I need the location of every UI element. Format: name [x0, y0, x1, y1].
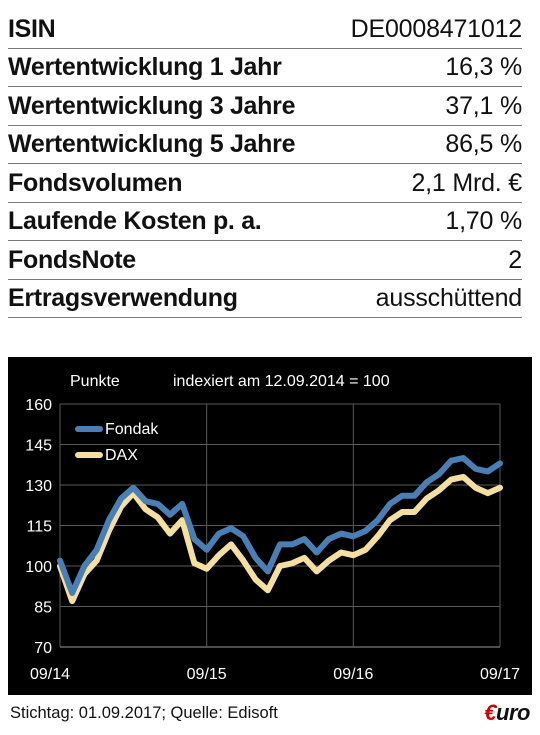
- fact-row-fund-volume: Fondsvolumen 2,1 Mrd. €: [8, 164, 522, 203]
- fact-label: FondsNote: [8, 245, 136, 274]
- x-tick-label: 09/17: [480, 666, 520, 683]
- fact-value: 1,70 %: [445, 207, 522, 235]
- fact-label: Ertragsverwendung: [8, 284, 238, 312]
- fact-row-performance-3y: Wertentwicklung 3 Jahre 37,1 %: [8, 87, 522, 126]
- fact-value: DE0008471012: [350, 14, 523, 43]
- fact-value: 37,1 %: [445, 91, 522, 120]
- fact-row-running-costs: Laufende Kosten p. a. 1,70 %: [8, 203, 522, 241]
- fact-label: ISIN: [8, 14, 56, 43]
- fact-row-performance-5y: Wertentwicklung 5 Jahre 86,5 %: [8, 126, 522, 164]
- y-tick-label: 70: [34, 640, 52, 657]
- y-tick-label: 115: [26, 519, 52, 536]
- fact-value: 2,1 Mrd. €: [411, 168, 522, 197]
- fact-row-fund-rating: FondsNote 2: [8, 241, 522, 280]
- legend-label: DAX: [105, 447, 138, 464]
- fact-label: Wertentwicklung 1 Jahr: [8, 53, 282, 81]
- fact-label: Wertentwicklung 3 Jahre: [8, 91, 296, 120]
- y-tick-label: 85: [34, 600, 52, 617]
- x-tick-label: 09/16: [333, 666, 373, 683]
- fact-value: 16,3 %: [445, 53, 522, 81]
- chart-svg: Punkte indexiert am 12.09.2014 = 100 160…: [25, 373, 520, 683]
- fact-label: Wertentwicklung 5 Jahre: [8, 130, 296, 158]
- fact-value: 2: [508, 245, 522, 274]
- series-line-dax: [57, 473, 503, 605]
- fact-value: ausschüttend: [375, 284, 523, 312]
- fact-row-performance-1y: Wertentwicklung 1 Jahr 16,3 %: [8, 49, 522, 87]
- fact-value: 86,5 %: [445, 130, 522, 158]
- y-tick-label: 100: [25, 559, 52, 576]
- x-tick-label: 09/14: [30, 666, 70, 683]
- fact-row-income-use: Ertragsverwendung ausschüttend: [8, 280, 523, 318]
- fact-label: Laufende Kosten p. a.: [8, 207, 262, 235]
- source-note: Stichtag: 01.09.2017; Quelle: Edisoft: [10, 704, 278, 722]
- x-tick-label: 09/15: [187, 666, 227, 683]
- euro-logo-text: uro: [496, 700, 530, 725]
- euro-logo-symbol: €: [484, 700, 497, 725]
- fund-facts-table: ISIN DE0008471012 Wertentwicklung 1 Jahr…: [8, 10, 522, 318]
- y-tick-label: 145: [25, 438, 52, 455]
- legend-label: Fondak: [105, 421, 159, 438]
- y-tick-label: 130: [25, 478, 52, 495]
- fact-row-isin: ISIN DE0008471012: [8, 10, 522, 49]
- y-axis-label: Punkte: [70, 373, 120, 390]
- series-line-fondak: [57, 455, 503, 596]
- performance-chart: Punkte indexiert am 12.09.2014 = 100 160…: [8, 357, 532, 695]
- y-tick-label: 160: [25, 397, 52, 414]
- euro-logo: €uro: [484, 700, 530, 726]
- fact-label: Fondsvolumen: [8, 168, 183, 197]
- chart-title: indexiert am 12.09.2014 = 100: [173, 373, 390, 390]
